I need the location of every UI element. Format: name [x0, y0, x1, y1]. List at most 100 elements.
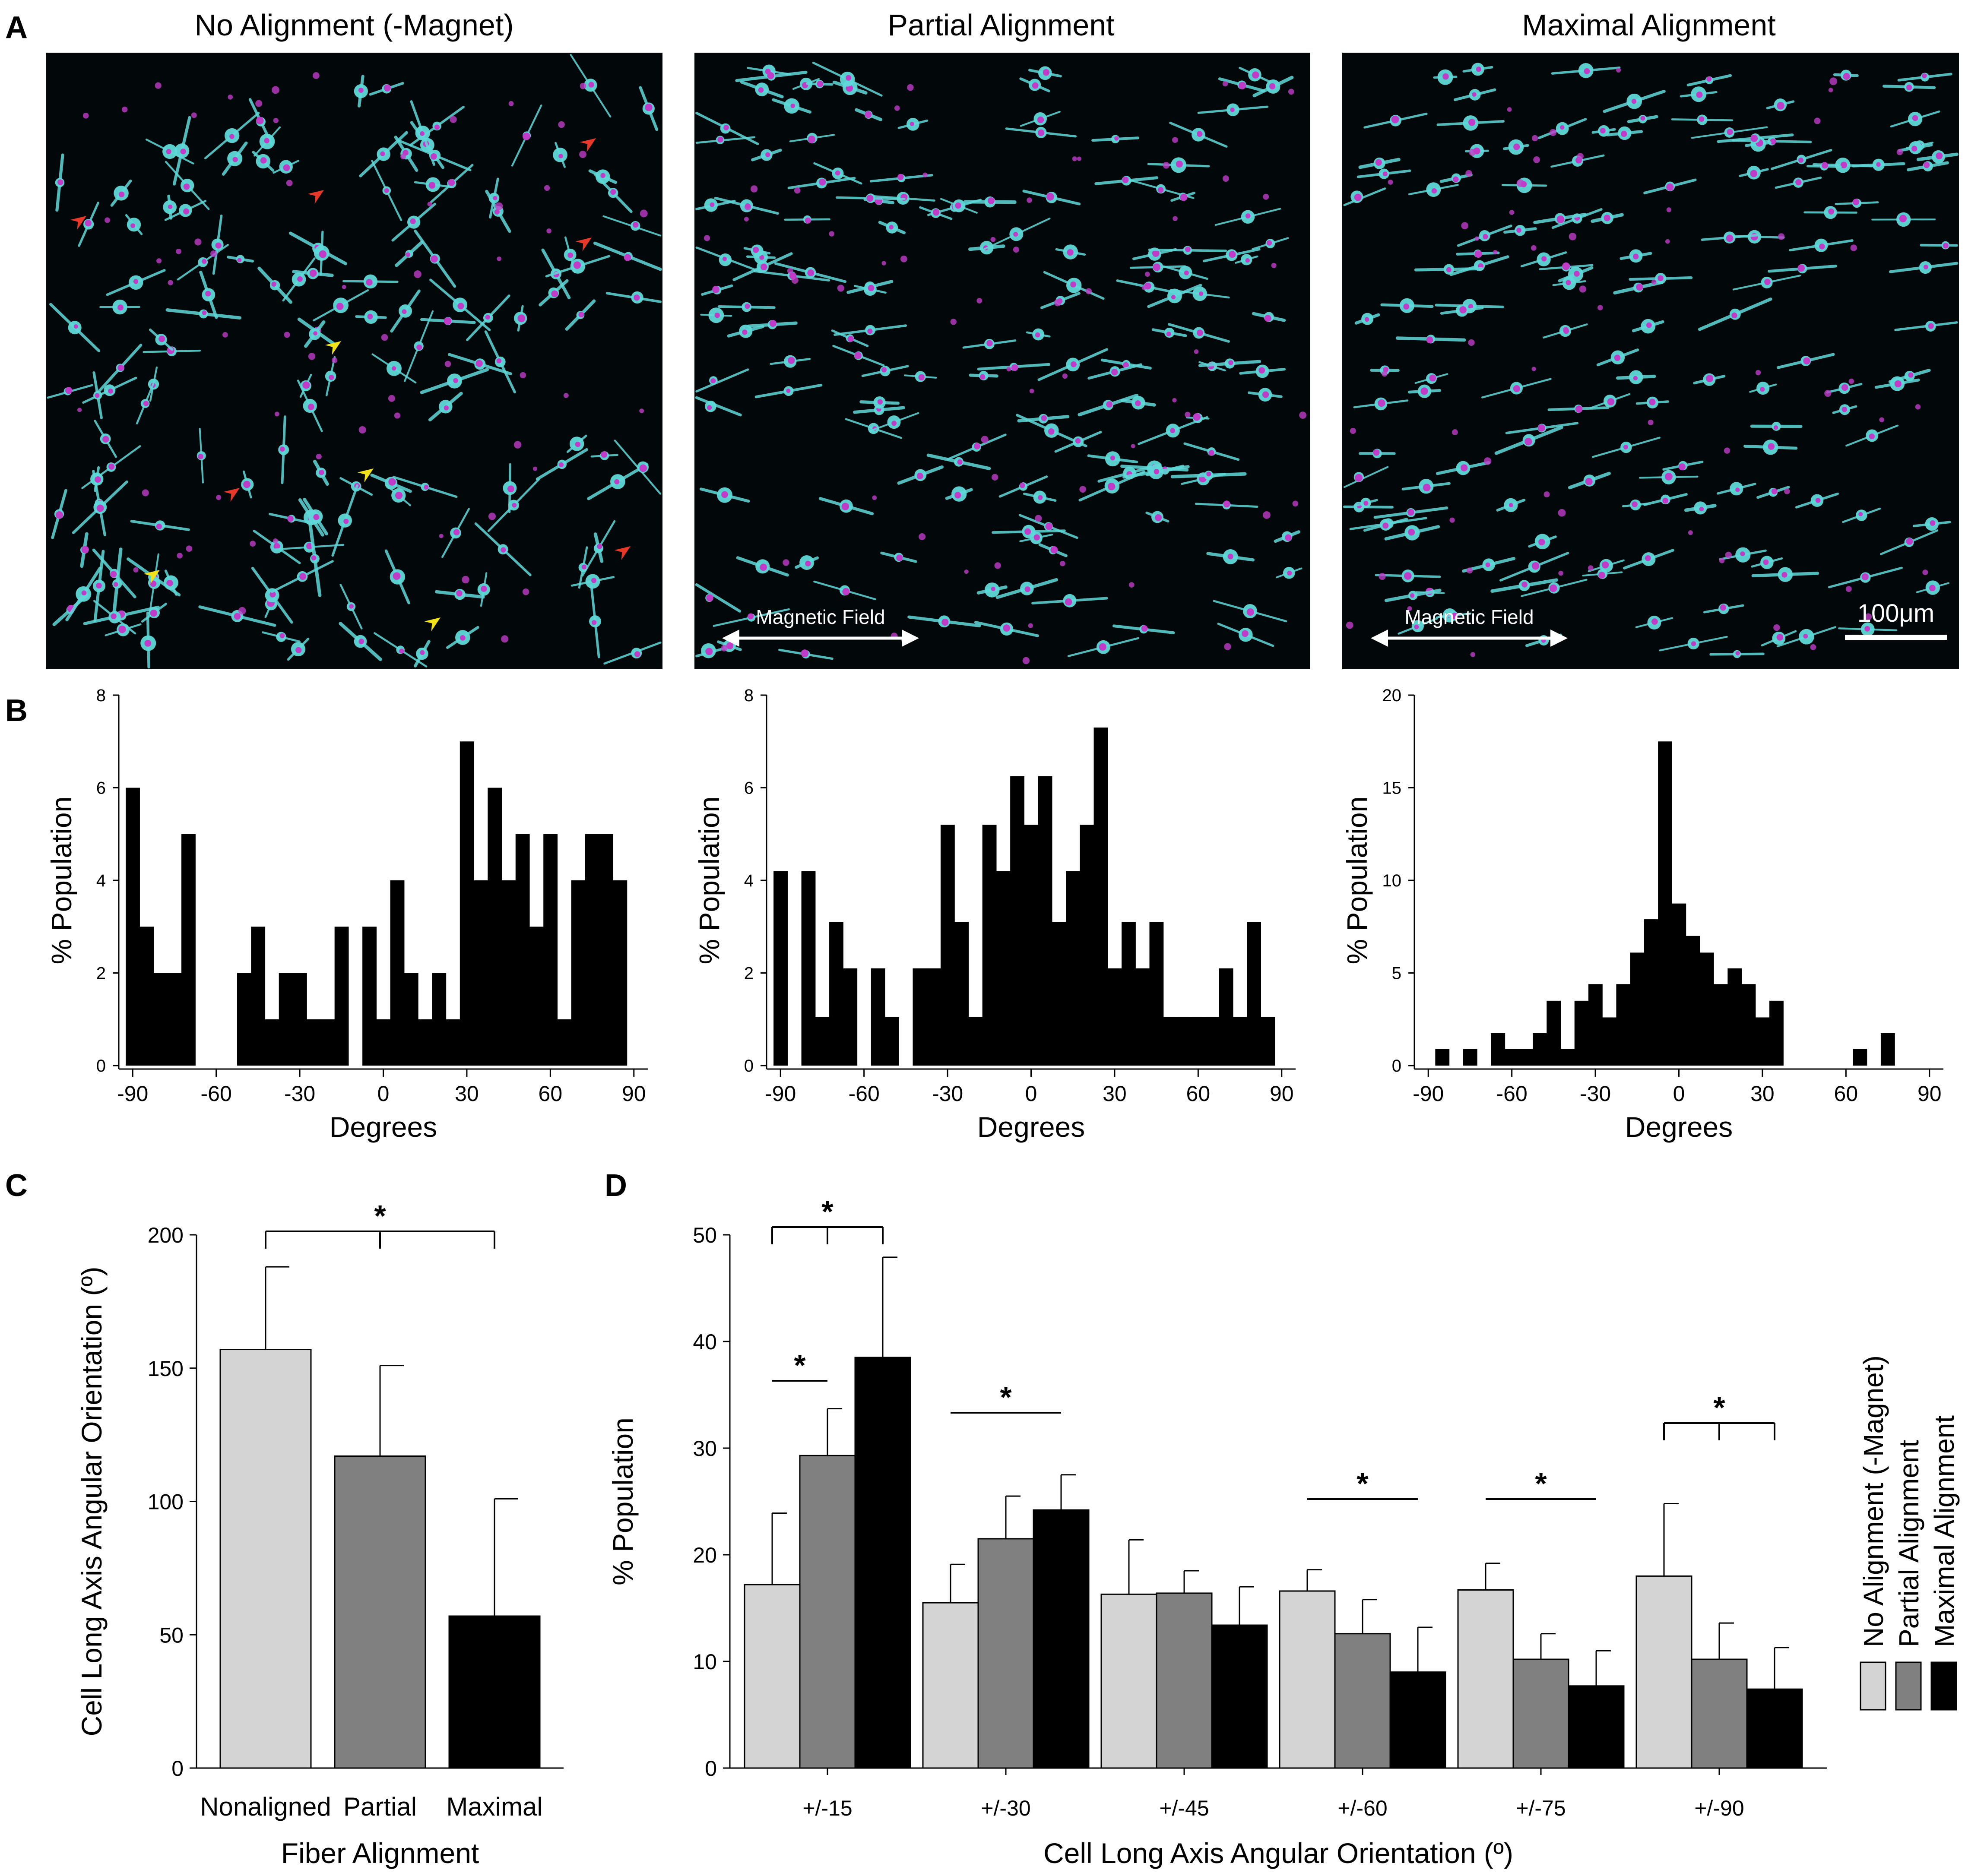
histogram-bar [1699, 952, 1714, 1066]
nucleus-dot [1848, 378, 1854, 384]
x-tick-label: -30 [1580, 1082, 1611, 1106]
cell-nucleus [118, 191, 125, 197]
nucleus-dot [1382, 371, 1388, 377]
nucleus-dot [1222, 81, 1228, 87]
cell-nucleus [1135, 400, 1141, 406]
cell-nucleus [1566, 280, 1571, 285]
cell-nucleus [1869, 433, 1875, 440]
histogram-bar [501, 880, 516, 1066]
cell-nucleus [973, 443, 980, 449]
cell-nucleus [1391, 115, 1399, 123]
cell-nucleus [1196, 131, 1203, 137]
y-tick-label: 100 [148, 1490, 184, 1514]
cell-nucleus [150, 580, 157, 587]
nucleus-dot [1773, 624, 1780, 631]
x-tick-label: +/-75 [1516, 1796, 1566, 1820]
cell-nucleus [166, 149, 171, 155]
cell-nucleus [714, 313, 720, 318]
micrograph-partial-alignment: Partial Alignment Magnetic Field [694, 8, 1310, 669]
cell-nucleus [819, 178, 826, 186]
cell-nucleus [380, 151, 385, 156]
y-tick-label: 20 [1382, 686, 1402, 705]
cell-nucleus [1245, 258, 1250, 263]
cell-nucleus [748, 613, 754, 620]
cell-nucleus [854, 352, 862, 359]
cell-nucleus [1050, 546, 1058, 554]
x-axis-title: Fiber Alignment [281, 1837, 479, 1869]
cell-nucleus [215, 242, 222, 249]
cell-nucleus [742, 329, 748, 335]
cell-nucleus [1632, 501, 1638, 507]
histogram-bar [1533, 1033, 1547, 1066]
cell-nucleus [1912, 115, 1918, 121]
cell-nucleus [769, 320, 776, 327]
histogram-bar [474, 880, 488, 1066]
legend-label: Maximal Alignment [1929, 1415, 1960, 1647]
nucleus-dot [1665, 239, 1670, 244]
histogram-bar [320, 1019, 335, 1066]
cell-nucleus [706, 594, 713, 601]
nucleus-dot [444, 361, 451, 367]
y-axis-title: Cell Long Axis Angular Orientation (º) [76, 1266, 108, 1736]
panel-letter-c: C [5, 1168, 28, 1203]
cell-nucleus [1584, 68, 1590, 74]
nucleus-dot [216, 495, 222, 500]
bar [219, 1349, 312, 1769]
cell-nucleus [1011, 364, 1018, 371]
cell-nucleus [1760, 387, 1765, 392]
nucleus-dot [1509, 210, 1515, 215]
y-tick-label: 150 [148, 1357, 184, 1381]
bar [1568, 1685, 1625, 1769]
cell-nucleus [388, 478, 396, 486]
cell-nucleus [1740, 551, 1745, 557]
cell-nucleus [1764, 278, 1771, 285]
legend-swatch [1895, 1661, 1922, 1711]
cell-nucleus [551, 290, 558, 297]
cell-nucleus [1033, 534, 1040, 541]
cell-nucleus [434, 124, 440, 130]
cell-nucleus [1621, 130, 1627, 137]
cell-nucleus [726, 642, 734, 649]
nucleus-dot [922, 172, 928, 177]
cell-nucleus [237, 258, 242, 263]
y-tick-label: 10 [1382, 871, 1402, 890]
cell-nucleus [1930, 520, 1936, 526]
cell-nucleus [1665, 472, 1673, 481]
cell-nucleus [1041, 415, 1047, 421]
nucleus-dot [1029, 389, 1034, 393]
cell-nucleus [1521, 582, 1528, 588]
x-tick-label: 0 [377, 1082, 390, 1106]
nucleus-dot [919, 533, 926, 541]
nucleus-dot [142, 489, 149, 497]
cell-nucleus [108, 388, 113, 394]
cell-nucleus [313, 331, 318, 336]
image-title-maximal-alignment: Maximal Alignment [1522, 8, 1775, 42]
x-tick-label: 60 [1186, 1082, 1211, 1106]
bar [977, 1538, 1034, 1769]
cell-nucleus [81, 546, 89, 554]
histogram-bar [1233, 1017, 1247, 1066]
cell-nucleus [393, 572, 401, 580]
cell-nucleus [113, 582, 118, 587]
nucleus-dot [950, 319, 957, 325]
cell-nucleus [202, 310, 207, 315]
cell-nucleus [610, 189, 616, 195]
cell-nucleus [287, 516, 294, 522]
cell-nucleus [1908, 372, 1914, 378]
nucleus-dot [787, 268, 793, 274]
cell-nucleus [453, 378, 458, 383]
cell-nucleus [1208, 450, 1214, 456]
cell-nucleus [1429, 374, 1436, 382]
nucleus-dot [1060, 560, 1065, 566]
cell-nucleus [753, 247, 759, 253]
cell-nucleus [881, 367, 887, 373]
nucleus-dot [546, 228, 551, 234]
cell-nucleus [808, 136, 815, 143]
cell-nucleus [1541, 256, 1547, 262]
cell-nucleus [581, 564, 586, 569]
cell-nucleus [198, 454, 203, 459]
cell-nucleus [1574, 271, 1580, 277]
cell-nucleus [765, 152, 770, 157]
cell-nucleus [260, 157, 267, 164]
cell-nucleus [1045, 522, 1052, 530]
